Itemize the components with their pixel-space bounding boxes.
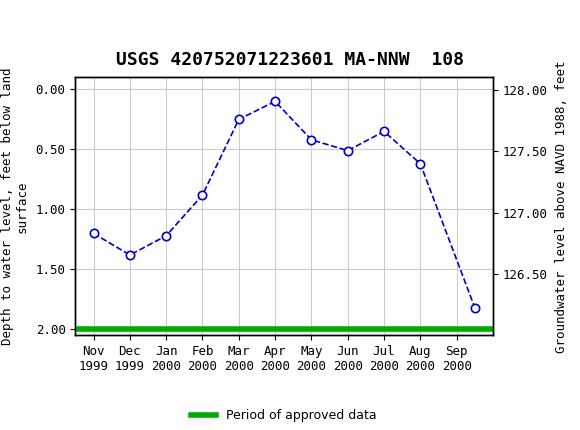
Y-axis label: Depth to water level, feet below land
surface: Depth to water level, feet below land su… [1,68,29,345]
Y-axis label: Groundwater level above NAVD 1988, feet: Groundwater level above NAVD 1988, feet [554,60,568,353]
Text: USGS 420752071223601 MA-NNW  108: USGS 420752071223601 MA-NNW 108 [116,51,464,69]
Legend: Period of approved data: Period of approved data [186,404,382,427]
Text: ▐USGS: ▐USGS [23,15,82,37]
